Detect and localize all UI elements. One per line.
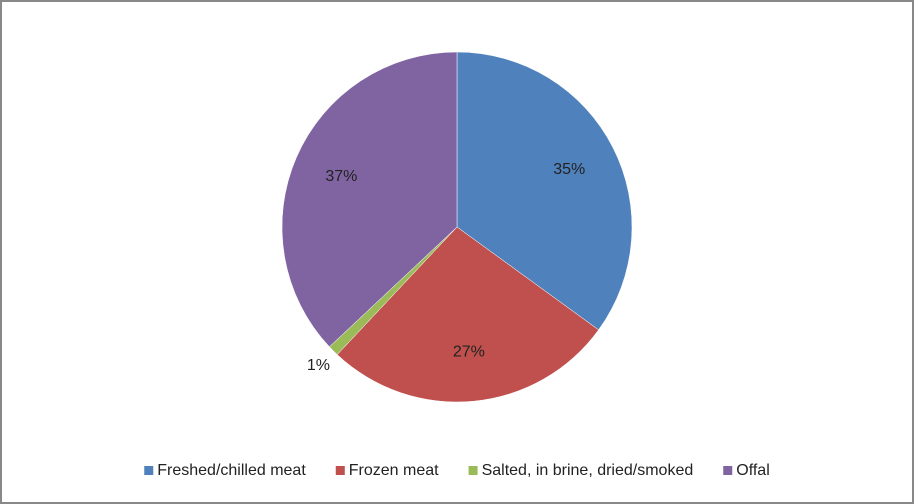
pie-slice <box>281 51 458 348</box>
legend-label: Offal <box>736 462 770 479</box>
data-label: 27% <box>453 344 485 361</box>
legend-marker <box>335 466 345 475</box>
pie-slice <box>336 226 599 403</box>
data-label: 1% <box>307 357 330 374</box>
legend-marker <box>144 466 154 475</box>
data-label: 37% <box>325 168 357 185</box>
legend-label: Salted, in brine, dried/smoked <box>482 462 694 479</box>
legend-label: Frozen meat <box>349 462 439 479</box>
pie-slice <box>456 51 633 331</box>
data-label: 35% <box>553 161 585 178</box>
legend-label: Freshed/chilled meat <box>157 462 306 479</box>
legend-marker <box>468 466 478 475</box>
legend-marker <box>723 466 733 475</box>
